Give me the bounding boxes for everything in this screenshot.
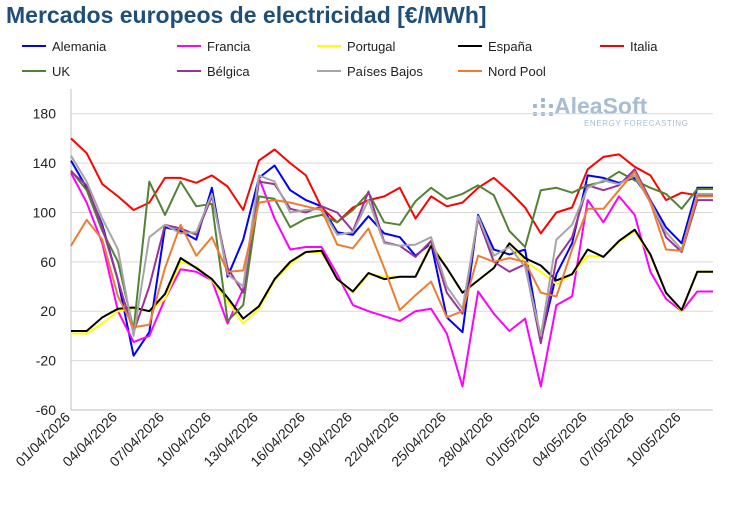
series-line-francia <box>70 172 713 388</box>
legend-swatch <box>177 45 201 47</box>
legend-swatch <box>177 70 201 72</box>
legend-item: Francia <box>177 36 250 56</box>
legend-label: Alemania <box>52 38 107 54</box>
series-line-bélgica <box>70 168 713 345</box>
legend-swatch <box>600 45 624 47</box>
legend-item: Italia <box>600 36 657 56</box>
legend-item: Nord Pool <box>458 61 546 81</box>
legend-label: Francia <box>207 38 251 54</box>
legend-swatch <box>317 45 341 47</box>
series-line-españa <box>71 228 713 332</box>
chart-legend: Alemania Francia Portugal España Italia UK Bél… <box>0 36 730 84</box>
chart-title: Mercados europeos de electricidad [€/MWh… <box>6 2 487 28</box>
legend-item: Países Bajos <box>317 61 423 81</box>
series-line-uk <box>70 169 713 331</box>
legend-swatch <box>458 70 482 72</box>
legend-label: España <box>488 38 533 54</box>
legend-swatch <box>317 70 341 72</box>
legend-label: Italia <box>630 38 658 54</box>
y-tick-label: 20 <box>40 303 56 319</box>
y-tick-label: 100 <box>33 204 57 220</box>
legend-item: Bélgica <box>177 61 250 81</box>
logo-name: AleaSoft <box>554 93 648 119</box>
legend-item: España <box>458 36 532 56</box>
legend-label: Portugal <box>347 38 396 54</box>
y-tick-label: -60 <box>36 402 56 418</box>
series-line-italia <box>70 137 713 235</box>
y-tick-label: 140 <box>33 155 57 171</box>
legend-swatch <box>458 45 482 47</box>
legend-label: Países Bajos <box>347 63 423 79</box>
legend-swatch <box>22 45 46 47</box>
legend-label: UK <box>52 63 71 79</box>
y-tick-label: 180 <box>33 106 57 122</box>
y-tick-label: 60 <box>40 254 56 270</box>
legend-swatch <box>22 70 46 72</box>
series-line-nord-pool <box>70 170 713 329</box>
series-line-alemania <box>70 160 713 357</box>
legend-item: UK <box>22 61 70 81</box>
legend-label: Nord Pool <box>488 63 546 79</box>
logo-tagline: ENERGY FORECASTING <box>584 119 689 128</box>
legend-label: Bélgica <box>207 63 250 79</box>
y-tick-label: -20 <box>36 353 56 369</box>
legend-item: Alemania <box>22 36 106 56</box>
series-line-países-bajos <box>70 155 713 337</box>
legend-item: Portugal <box>317 36 395 56</box>
